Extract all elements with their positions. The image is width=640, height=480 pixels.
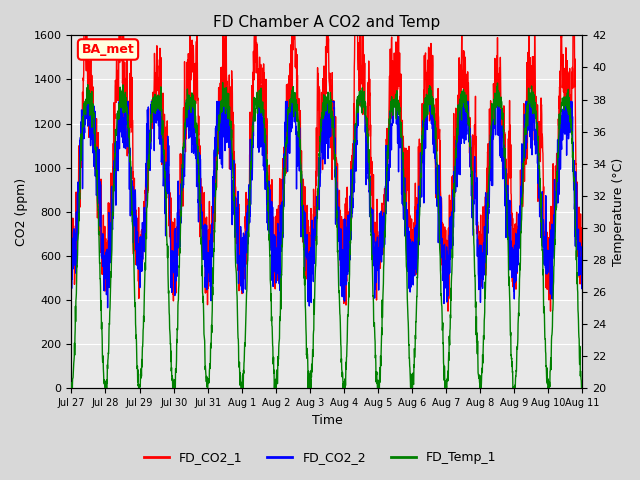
Title: FD Chamber A CO2 and Temp: FD Chamber A CO2 and Temp xyxy=(213,15,440,30)
Legend: FD_CO2_1, FD_CO2_2, FD_Temp_1: FD_CO2_1, FD_CO2_2, FD_Temp_1 xyxy=(139,446,501,469)
X-axis label: Time: Time xyxy=(312,414,342,427)
Y-axis label: Temperature (°C): Temperature (°C) xyxy=(612,158,625,266)
Text: BA_met: BA_met xyxy=(82,43,134,56)
Y-axis label: CO2 (ppm): CO2 (ppm) xyxy=(15,178,28,246)
